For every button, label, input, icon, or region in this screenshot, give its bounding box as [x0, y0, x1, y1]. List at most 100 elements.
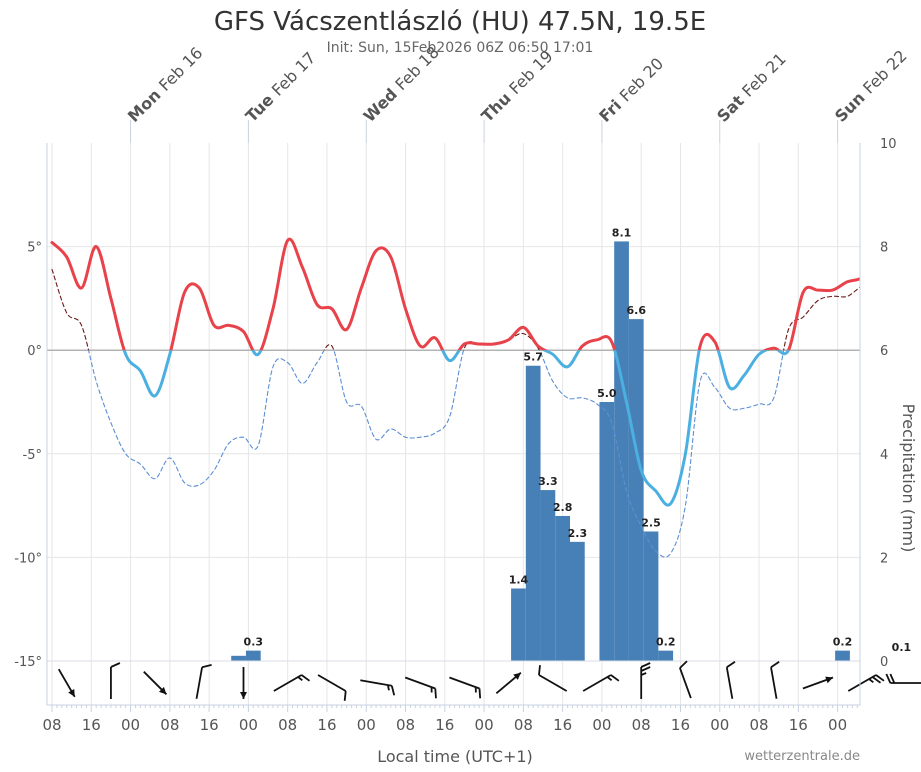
y-right-tick-label: 4 — [880, 448, 888, 463]
wind-barb — [273, 674, 311, 692]
precip-bar-label: 5.7 — [523, 351, 543, 364]
wind-barb — [640, 662, 651, 699]
x-tick-label: 00 — [828, 716, 847, 734]
wind-barb — [404, 676, 437, 699]
wind-barb — [449, 676, 482, 699]
wind-barb-feather — [875, 674, 885, 682]
wind-barb-half-feather — [297, 676, 303, 682]
x-tick-label: 08 — [632, 716, 651, 734]
dewpoint-line-cold — [87, 350, 785, 558]
wind-barb-half-feather — [868, 678, 874, 684]
x-tick-label: 16 — [200, 716, 219, 734]
y-left-tick-label: -15° — [14, 655, 42, 670]
day-label: Sat Feb 21 — [713, 49, 790, 126]
wind-barb — [110, 662, 121, 699]
y-left-tick-label: 5° — [27, 241, 42, 256]
wind-barb-feather — [390, 685, 396, 696]
wind-barb-shaft — [273, 674, 302, 692]
wind-barb — [239, 667, 247, 699]
x-tick-label: 08 — [160, 716, 179, 734]
day-label-date: Feb 20 — [616, 54, 667, 105]
wind-barb-shaft — [847, 674, 877, 692]
precip-bar — [614, 241, 629, 661]
x-tick-label: 16 — [671, 716, 690, 734]
wind-barb-shaft — [582, 674, 612, 692]
x-tick-label: 08 — [278, 716, 297, 734]
wind-barb-feather — [110, 662, 121, 668]
precip-bar-label: 0.2 — [656, 636, 676, 649]
y-left-tick-label: -10° — [14, 551, 42, 566]
y-left-tick-label: -5° — [23, 448, 42, 463]
day-label: Tue Feb 17 — [242, 48, 320, 126]
wind-barb-feather — [201, 663, 212, 669]
x-tick-label: 00 — [592, 716, 611, 734]
y-left-tick-label: 0° — [27, 344, 42, 359]
wind-barb-feather — [640, 662, 651, 668]
wind-barb — [725, 660, 736, 699]
wind-barb — [582, 674, 620, 692]
precip-bar-label: 0.2 — [833, 636, 853, 649]
precip-bar — [643, 531, 659, 661]
chart-subtitle: Init: Sun, 15Feb2026 06Z 06:50 17:01 — [327, 40, 594, 56]
x-tick-label: 00 — [475, 716, 494, 734]
wind-barb — [885, 673, 921, 684]
wind-barb-half-feather — [430, 687, 433, 693]
wind-barb — [360, 679, 396, 696]
day-label-date: Feb 21 — [738, 49, 789, 100]
grid-layer — [47, 143, 860, 705]
wind-barb-shaft — [538, 674, 568, 692]
x-tick-label: 00 — [121, 716, 140, 734]
day-label-date: Feb 17 — [268, 48, 319, 99]
wind-barb — [195, 663, 212, 699]
wind-barb — [317, 674, 347, 701]
wind-barb-feather — [679, 660, 688, 669]
right-axis-title: Precipitation (mm) — [899, 404, 918, 553]
x-tick-label: 00 — [357, 716, 376, 734]
wind-barb — [495, 672, 522, 694]
day-label: Mon Feb 16 — [124, 43, 206, 125]
y-right-tick-label: 2 — [880, 551, 888, 566]
wind-barb-feather — [872, 676, 882, 684]
precip-bar — [555, 515, 571, 661]
wind-barb-shaft — [679, 667, 692, 699]
precip-bar-label: 2.3 — [568, 527, 588, 540]
wind-barb-half-feather — [474, 687, 477, 693]
precip-bar-label: 0.1 — [892, 641, 912, 654]
x-tick-label: 16 — [553, 716, 572, 734]
day-label: Sun Feb 22 — [831, 46, 911, 126]
wind-barb-shaft — [404, 676, 436, 690]
y-right-tick-label: 8 — [880, 241, 888, 256]
precip-bar — [231, 655, 246, 661]
wind-barb-shaft — [317, 674, 347, 692]
x-tick-label: 08 — [749, 716, 768, 734]
x-tick-label: 16 — [82, 716, 101, 734]
wind-barb — [538, 665, 568, 692]
wind-barb — [770, 660, 780, 699]
x-tick-label: 08 — [42, 716, 61, 734]
wind-barb-half-feather — [606, 676, 613, 682]
wind-barb-arrowhead — [825, 676, 833, 684]
wind-barb-feather — [538, 665, 541, 676]
wind-barb-shaft — [725, 667, 734, 699]
precip-bar — [540, 490, 556, 661]
wind-barb-feather — [343, 690, 347, 701]
x-tick-label: 08 — [514, 716, 533, 734]
day-label-date: Feb 22 — [859, 46, 910, 97]
wind-barb-feather — [434, 688, 437, 699]
wind-barb-shaft — [770, 667, 778, 699]
day-label-date: Feb 16 — [155, 43, 206, 94]
x-tick-label: 00 — [710, 716, 729, 734]
wind-barb — [57, 668, 76, 698]
precip-bar — [570, 541, 585, 661]
wind-barb-feather — [726, 660, 736, 668]
wind-barb-shaft — [360, 679, 392, 687]
precip-bar — [599, 402, 615, 661]
x-tick-label: 16 — [789, 716, 808, 734]
y-right-tick-label: 6 — [880, 344, 888, 359]
day-label: Fri Feb 20 — [595, 54, 667, 126]
wind-barb-shaft — [195, 667, 203, 699]
wind-barb-arrowhead — [239, 692, 247, 699]
credit-label: wetterzentrale.de — [744, 749, 860, 764]
